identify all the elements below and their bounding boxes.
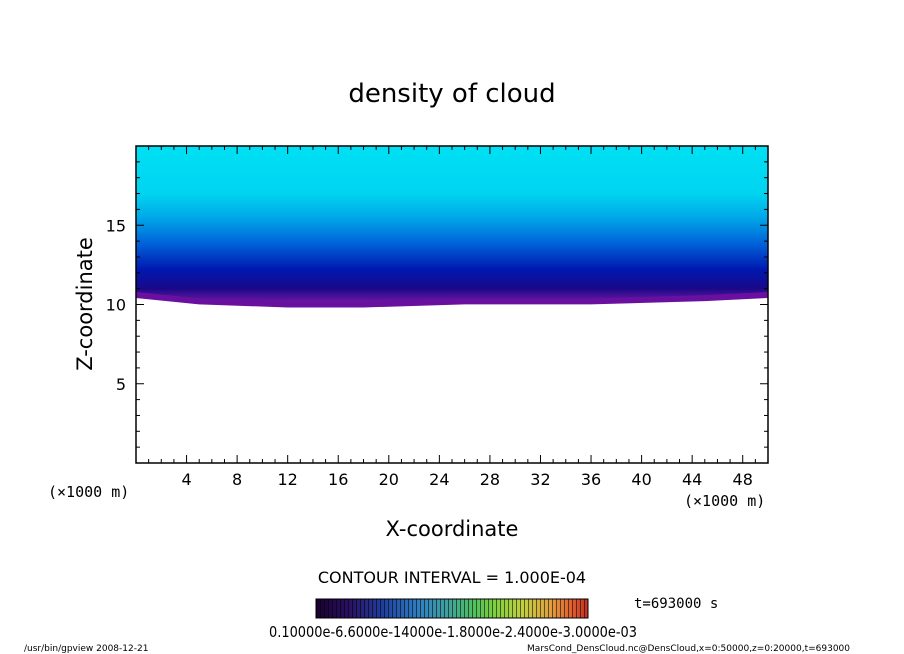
colorbar-labels: 0.10000e-6.6000e-14000e-1.8000e-2.4000e-… xyxy=(269,623,637,641)
footer-left: /usr/bin/gpview 2008-12-21 xyxy=(24,644,148,654)
y-tick-label: 10 xyxy=(106,296,126,315)
x-tick-label: 32 xyxy=(530,470,550,489)
y-axis: 5 10 15 xyxy=(106,161,768,448)
time-label: t=693000 s xyxy=(634,596,718,612)
x-tick-label: 24 xyxy=(429,470,449,489)
x-tick-label: 16 xyxy=(328,470,348,489)
x-unit-right: (×1000 m) xyxy=(684,492,765,510)
y-tick-label: 5 xyxy=(116,375,126,394)
footer-right: MarsCond_DensCloud.nc@DensCloud,x=0:5000… xyxy=(527,644,850,654)
x-tick-label: 4 xyxy=(181,470,191,489)
x-tick-label: 44 xyxy=(682,470,702,489)
x-tick-label: 12 xyxy=(278,470,298,489)
x-tick-label: 8 xyxy=(232,470,242,489)
density-field xyxy=(135,146,769,308)
density-fill xyxy=(136,146,768,305)
x-tick-label: 28 xyxy=(480,470,500,489)
y-axis-label: Z-coordinate xyxy=(73,237,97,371)
x-tick-label: 48 xyxy=(733,470,753,489)
x-tick-label: 40 xyxy=(631,470,651,489)
x-tick-label: 36 xyxy=(581,470,601,489)
y-tick-label: 15 xyxy=(106,216,126,235)
contour-interval: CONTOUR INTERVAL = 1.000E-04 xyxy=(318,568,586,587)
chart-title: density of cloud xyxy=(348,79,555,109)
colorbar-stripes xyxy=(316,599,588,618)
x-tick-label: 20 xyxy=(379,470,399,489)
cloud-base-band xyxy=(135,291,769,308)
x-unit-left: (×1000 m) xyxy=(48,483,129,501)
x-axis-label: X-coordinate xyxy=(386,517,519,541)
x-axis: 4 8 12 16 20 24 28 32 36 40 44 48 xyxy=(148,146,756,489)
